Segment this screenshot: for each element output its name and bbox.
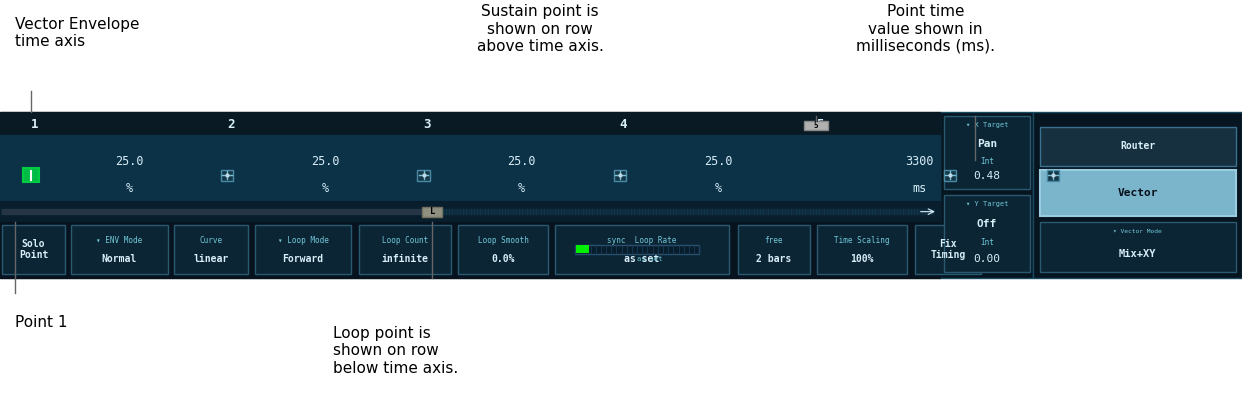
Bar: [2, 209, 422, 215]
Text: Int: Int: [980, 157, 994, 166]
Bar: [940, 112, 1033, 278]
Text: 3300: 3300: [905, 155, 933, 168]
Text: as set: as set: [637, 256, 662, 262]
Bar: [174, 225, 248, 274]
Text: Forward: Forward: [282, 254, 324, 264]
Bar: [1040, 170, 1236, 216]
Bar: [417, 170, 430, 181]
Bar: [944, 170, 956, 181]
Bar: [0, 112, 940, 135]
Text: ▾ Loop Mode: ▾ Loop Mode: [278, 236, 328, 245]
Bar: [458, 225, 548, 274]
Text: infinite: infinite: [381, 254, 428, 264]
Text: 4: 4: [620, 118, 627, 131]
Text: as set: as set: [625, 254, 660, 264]
Text: Vector Envelope
time axis: Vector Envelope time axis: [15, 17, 139, 49]
Bar: [915, 225, 981, 274]
Bar: [944, 116, 1030, 189]
Text: Solo
Point: Solo Point: [19, 239, 48, 261]
Bar: [576, 245, 589, 253]
Text: Off: Off: [976, 219, 997, 229]
Text: 100%: 100%: [851, 254, 873, 264]
Text: %: %: [322, 182, 329, 195]
Text: ▾ Vector Mode: ▾ Vector Mode: [1113, 229, 1163, 234]
Text: Fix
Timing: Fix Timing: [930, 239, 966, 261]
Bar: [0, 135, 940, 201]
Text: Normal: Normal: [102, 254, 137, 264]
Text: ▾ ENV Mode: ▾ ENV Mode: [96, 236, 143, 245]
Text: 3: 3: [424, 118, 431, 131]
Text: 1: 1: [31, 118, 39, 131]
Text: Time Scaling: Time Scaling: [835, 236, 889, 245]
Text: 25.0: 25.0: [312, 155, 339, 168]
Bar: [221, 170, 233, 181]
Text: Loop Count: Loop Count: [381, 236, 428, 245]
Bar: [422, 207, 442, 217]
Bar: [359, 225, 451, 274]
Text: 0.48: 0.48: [974, 171, 1000, 181]
Text: Point time
value shown in
milliseconds (ms).: Point time value shown in milliseconds (…: [856, 4, 995, 54]
Bar: [71, 225, 168, 274]
Bar: [555, 225, 729, 274]
Text: 5: 5: [814, 121, 818, 130]
Text: 25.0: 25.0: [508, 155, 535, 168]
Text: L: L: [430, 207, 435, 216]
Text: ms: ms: [912, 182, 927, 195]
Bar: [2, 225, 65, 274]
Text: sync  Loop Rate: sync Loop Rate: [607, 236, 677, 245]
Bar: [817, 225, 907, 274]
Text: 25.0: 25.0: [704, 155, 732, 168]
Text: Int: Int: [980, 238, 994, 247]
Text: Router: Router: [1120, 141, 1155, 151]
Bar: [0, 112, 940, 278]
Text: Loop point is
shown on row
below time axis.: Loop point is shown on row below time ax…: [333, 326, 458, 376]
Text: linear: linear: [194, 254, 229, 264]
Bar: [1040, 127, 1236, 166]
Text: Mix+XY: Mix+XY: [1119, 249, 1156, 259]
Text: %: %: [518, 182, 525, 195]
Bar: [1033, 112, 1242, 278]
Bar: [614, 170, 626, 181]
Bar: [944, 195, 1030, 272]
Text: 0.00: 0.00: [974, 254, 1000, 264]
Text: 2: 2: [227, 118, 235, 131]
Text: Loop Smooth: Loop Smooth: [478, 236, 528, 245]
Text: %: %: [125, 182, 133, 195]
Text: ▾ X Target: ▾ X Target: [965, 122, 1009, 128]
Text: 6: 6: [1012, 118, 1020, 131]
Text: Pan: Pan: [976, 139, 997, 149]
Bar: [738, 225, 810, 274]
Text: 0.0%: 0.0%: [492, 254, 514, 264]
Text: %: %: [714, 182, 722, 195]
Bar: [575, 245, 699, 254]
Text: 25.0: 25.0: [116, 155, 143, 168]
Text: ▾ Y Target: ▾ Y Target: [965, 201, 1009, 207]
Text: Point 1: Point 1: [15, 315, 67, 330]
Text: free: free: [765, 236, 782, 245]
Text: Curve: Curve: [200, 236, 222, 245]
Text: Sustain point is
shown on row
above time axis.: Sustain point is shown on row above time…: [477, 4, 604, 54]
Bar: [24, 168, 40, 182]
Bar: [255, 225, 351, 274]
Bar: [0, 222, 940, 278]
Bar: [804, 121, 828, 130]
Bar: [1040, 222, 1236, 272]
Text: 2 bars: 2 bars: [756, 254, 791, 264]
Bar: [0, 201, 940, 222]
Text: 5: 5: [816, 118, 823, 131]
Text: Vector: Vector: [1118, 188, 1158, 198]
Bar: [1047, 170, 1059, 181]
